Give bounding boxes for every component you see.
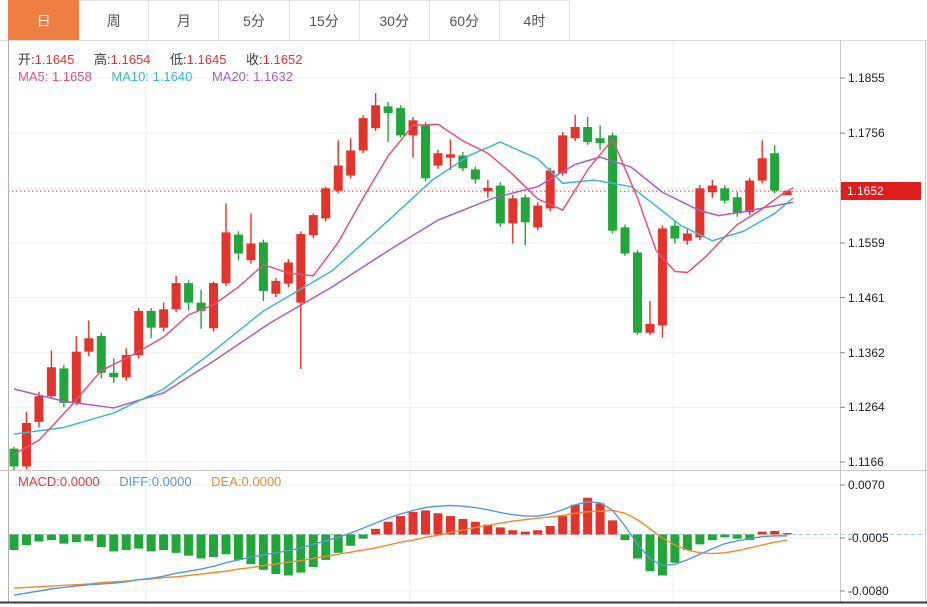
ma10-line — [13, 141, 794, 435]
price-axis-tick: 1.1461 — [848, 290, 885, 305]
tab-4时[interactable]: 4时 — [499, 0, 570, 40]
high-readout: 高:1.1654 — [94, 52, 151, 67]
ma20-readout: MA20: 1.1632 — [211, 69, 293, 84]
tab-15分[interactable]: 15分 — [289, 0, 360, 40]
tab-5分[interactable]: 5分 — [219, 0, 290, 40]
dea-readout: DEA:0.0000 — [211, 474, 282, 489]
ma-legend: MA5: 1.1658 MA10: 1.1640 MA20: 1.1632 — [18, 69, 309, 84]
tab-bar: 日周月 5分 15分 30分 60分 4时 — [8, 0, 570, 40]
tab-60分[interactable]: 60分 — [429, 0, 500, 40]
ma20-line — [13, 156, 794, 409]
price-axis-tick: 1.1559 — [848, 235, 885, 250]
ma5-readout: MA5: 1.1658 — [18, 69, 92, 84]
macd-axis-tick: 0.0070 — [848, 478, 885, 492]
ohlc-legend: 开:1.1645 高:1.1654 低:1.1645 收:1.1652 — [18, 49, 318, 68]
macd-lines — [13, 501, 788, 596]
tab-周[interactable]: 周 — [79, 0, 150, 40]
candles-group — [9, 93, 792, 471]
diff-line — [13, 501, 788, 596]
macd-axis-tick: -0.0005 — [848, 531, 889, 545]
macd-legend: MACD:0.0000 DIFF:0.0000 DEA:0.0000 — [18, 474, 297, 489]
macd-histogram — [9, 497, 792, 576]
open-readout: 开:1.1645 — [18, 52, 75, 67]
close-readout: 收:1.1652 — [246, 52, 303, 67]
diff-readout: DIFF:0.0000 — [119, 474, 192, 489]
ma5-line — [13, 123, 794, 455]
macd-axis-tick: -0.0080 — [848, 584, 889, 598]
price-axis-tick: 1.1756 — [848, 126, 885, 141]
tab-月[interactable]: 月 — [149, 0, 220, 40]
low-readout: 低:1.1645 — [170, 52, 227, 67]
panel-borders — [0, 40, 927, 604]
macd-readout: MACD:0.0000 — [18, 474, 100, 489]
tab-日[interactable]: 日 — [8, 0, 80, 40]
price-axis-tick: 1.1362 — [848, 345, 885, 360]
price-axis-tick: 1.1855 — [848, 71, 885, 85]
tab-30分[interactable]: 30分 — [359, 0, 430, 40]
current-price-tag: 1.1652 — [841, 182, 921, 201]
ma10-readout: MA10: 1.1640 — [111, 69, 193, 84]
price-axis-tick: 1.1264 — [848, 400, 885, 415]
price-axis-tick: 1.1166 — [848, 455, 884, 469]
